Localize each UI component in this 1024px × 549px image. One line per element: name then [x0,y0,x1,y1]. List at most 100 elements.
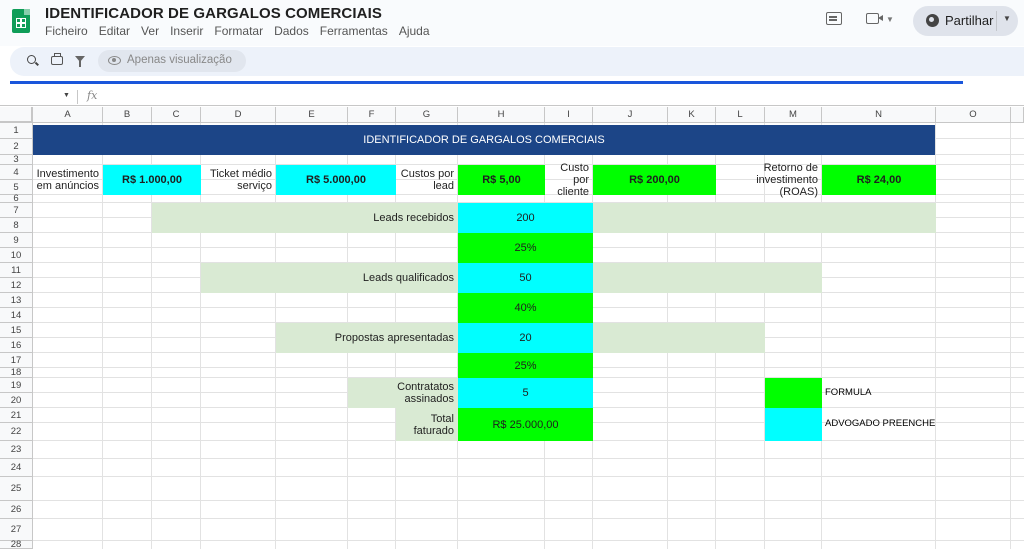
row-header-25[interactable]: 25 [0,477,33,501]
row-header-24[interactable]: 24 [0,459,33,477]
sheet-title-banner[interactable]: IDENTIFICADOR DE GARGALOS COMERCIAIS [33,125,935,155]
menu-dados[interactable]: Dados [274,24,309,38]
row-header-18[interactable]: 18 [0,367,33,378]
gridline [33,202,1024,203]
menu-formatar[interactable]: Formatar [214,24,264,38]
name-box-caret-icon[interactable]: ▼ [63,92,70,99]
column-header-k[interactable]: K [668,107,716,123]
row-header-12[interactable]: 12 [0,278,33,293]
ticket-label[interactable]: Ticket médio serviço [210,168,272,192]
filter-icon[interactable] [75,56,85,67]
roas-label[interactable]: Retorno de investimento (ROAS) [756,162,818,198]
column-header-n[interactable]: N [822,107,936,123]
column-header-j[interactable]: J [593,107,668,123]
row-header-1[interactable]: 1 [0,123,33,139]
row-header-22[interactable]: 22 [0,423,33,441]
sheets-logo-icon[interactable] [12,9,30,33]
row-header-17[interactable]: 17 [0,353,33,368]
search-icon[interactable] [27,55,36,64]
row-header-26[interactable]: 26 [0,501,33,519]
row-header-13[interactable]: 13 [0,293,33,308]
row-header-14[interactable]: 14 [0,308,33,323]
row-header-15[interactable]: 15 [0,323,33,338]
total-faturado-value[interactable]: R$ 25.000,00 [458,408,593,441]
investimento-label[interactable]: Investimento em anúncios [36,168,99,192]
leads-recebidos-label[interactable]: Leads recebidos [152,203,458,233]
gridline [33,500,1024,501]
contratos-label[interactable]: Contratatos assinados [348,378,458,408]
row-header-6[interactable]: 6 [0,193,33,204]
row-header-28[interactable]: 28 [0,539,33,549]
row-header-23[interactable]: 23 [0,441,33,459]
comments-icon[interactable] [826,12,842,25]
total-faturado-label[interactable]: Total faturado [396,408,458,441]
row-header-10[interactable]: 10 [0,248,33,263]
ticket-value[interactable]: R$ 5.000,00 [276,165,396,195]
column-header-d[interactable]: D [201,107,276,123]
row-header-11[interactable]: 11 [0,263,33,278]
column-header-h[interactable]: H [458,107,545,123]
column-header-b[interactable]: B [103,107,152,123]
menu-inserir[interactable]: Inserir [170,24,204,38]
custo-lead-value[interactable]: R$ 5,00 [458,165,545,195]
loading-bar [10,81,963,84]
select-all-corner[interactable] [0,107,33,123]
conversion-rate-1[interactable]: 25% [458,233,593,263]
propostas-label[interactable]: Propostas apresentadas [276,323,458,353]
column-header-i[interactable]: I [545,107,593,123]
share-caret-icon[interactable]: ▼ [1003,14,1011,23]
share-button[interactable]: Partilhar ▼ [913,6,1018,36]
row-header-20[interactable]: 20 [0,393,33,408]
row-header-21[interactable]: 21 [0,408,33,423]
spreadsheet-grid[interactable]: A B C D E F G H I J K L M N O 1 2 3 4 5 … [0,107,1024,549]
propostas-value[interactable]: 20 [458,323,593,353]
custo-cliente-label[interactable]: Custo por cliente [557,162,589,198]
gridline [151,123,152,549]
column-header-e[interactable]: E [276,107,348,123]
print-icon[interactable] [51,53,63,65]
meet-icon[interactable] [866,13,883,24]
view-only-badge[interactable]: Apenas visualização [98,50,246,72]
meet-caret-icon[interactable]: ▼ [886,15,894,24]
column-header-c[interactable]: C [152,107,201,123]
row-header-2[interactable]: 2 [0,139,33,155]
formula-bar: ▼ fx [0,88,1024,106]
row-header-8[interactable]: 8 [0,218,33,233]
column-header-f[interactable]: F [348,107,396,123]
row-header-27[interactable]: 27 [0,519,33,541]
column-header-m[interactable]: M [765,107,822,123]
row-header-3[interactable]: 3 [0,154,33,165]
document-title[interactable]: IDENTIFICADOR DE GARGALOS COMERCIAIS [45,5,382,22]
leads-qualificados-label[interactable]: Leads qualificados [201,263,458,293]
column-header-a[interactable]: A [33,107,103,123]
legend-formula-swatch[interactable] [765,378,822,408]
formula-divider [77,90,78,104]
menu-ficheiro[interactable]: Ficheiro [45,24,88,38]
row-header-19[interactable]: 19 [0,378,33,393]
row-header-5[interactable]: 5 [0,180,33,195]
leads-qualificados-value[interactable]: 50 [458,263,593,293]
toolbar: Apenas visualização [10,47,1024,76]
contratos-value[interactable]: 5 [458,378,593,408]
row-header-9[interactable]: 9 [0,233,33,248]
investimento-value[interactable]: R$ 1.000,00 [103,165,201,195]
menu-editar[interactable]: Editar [98,24,131,38]
conversion-rate-2[interactable]: 40% [458,293,593,323]
row-header-7[interactable]: 7 [0,203,33,218]
row-header-16[interactable]: 16 [0,338,33,353]
column-header-o[interactable]: O [936,107,1011,123]
custo-cliente-value[interactable]: R$ 200,00 [593,165,716,195]
gridline [102,123,103,549]
legend-advogado-swatch[interactable] [765,408,822,441]
row-header-4[interactable]: 4 [0,165,33,180]
menu-ferramentas[interactable]: Ferramentas [319,24,388,38]
column-header-l[interactable]: L [716,107,765,123]
roas-value[interactable]: R$ 24,00 [822,165,936,195]
menu-ajuda[interactable]: Ajuda [398,24,430,38]
column-header-g[interactable]: G [396,107,458,123]
menu-ver[interactable]: Ver [141,24,160,38]
share-label: Partilhar [945,13,994,28]
custo-lead-label[interactable]: Custos por lead [400,168,454,192]
conversion-rate-3[interactable]: 25% [458,353,593,378]
leads-recebidos-value[interactable]: 200 [458,203,593,233]
